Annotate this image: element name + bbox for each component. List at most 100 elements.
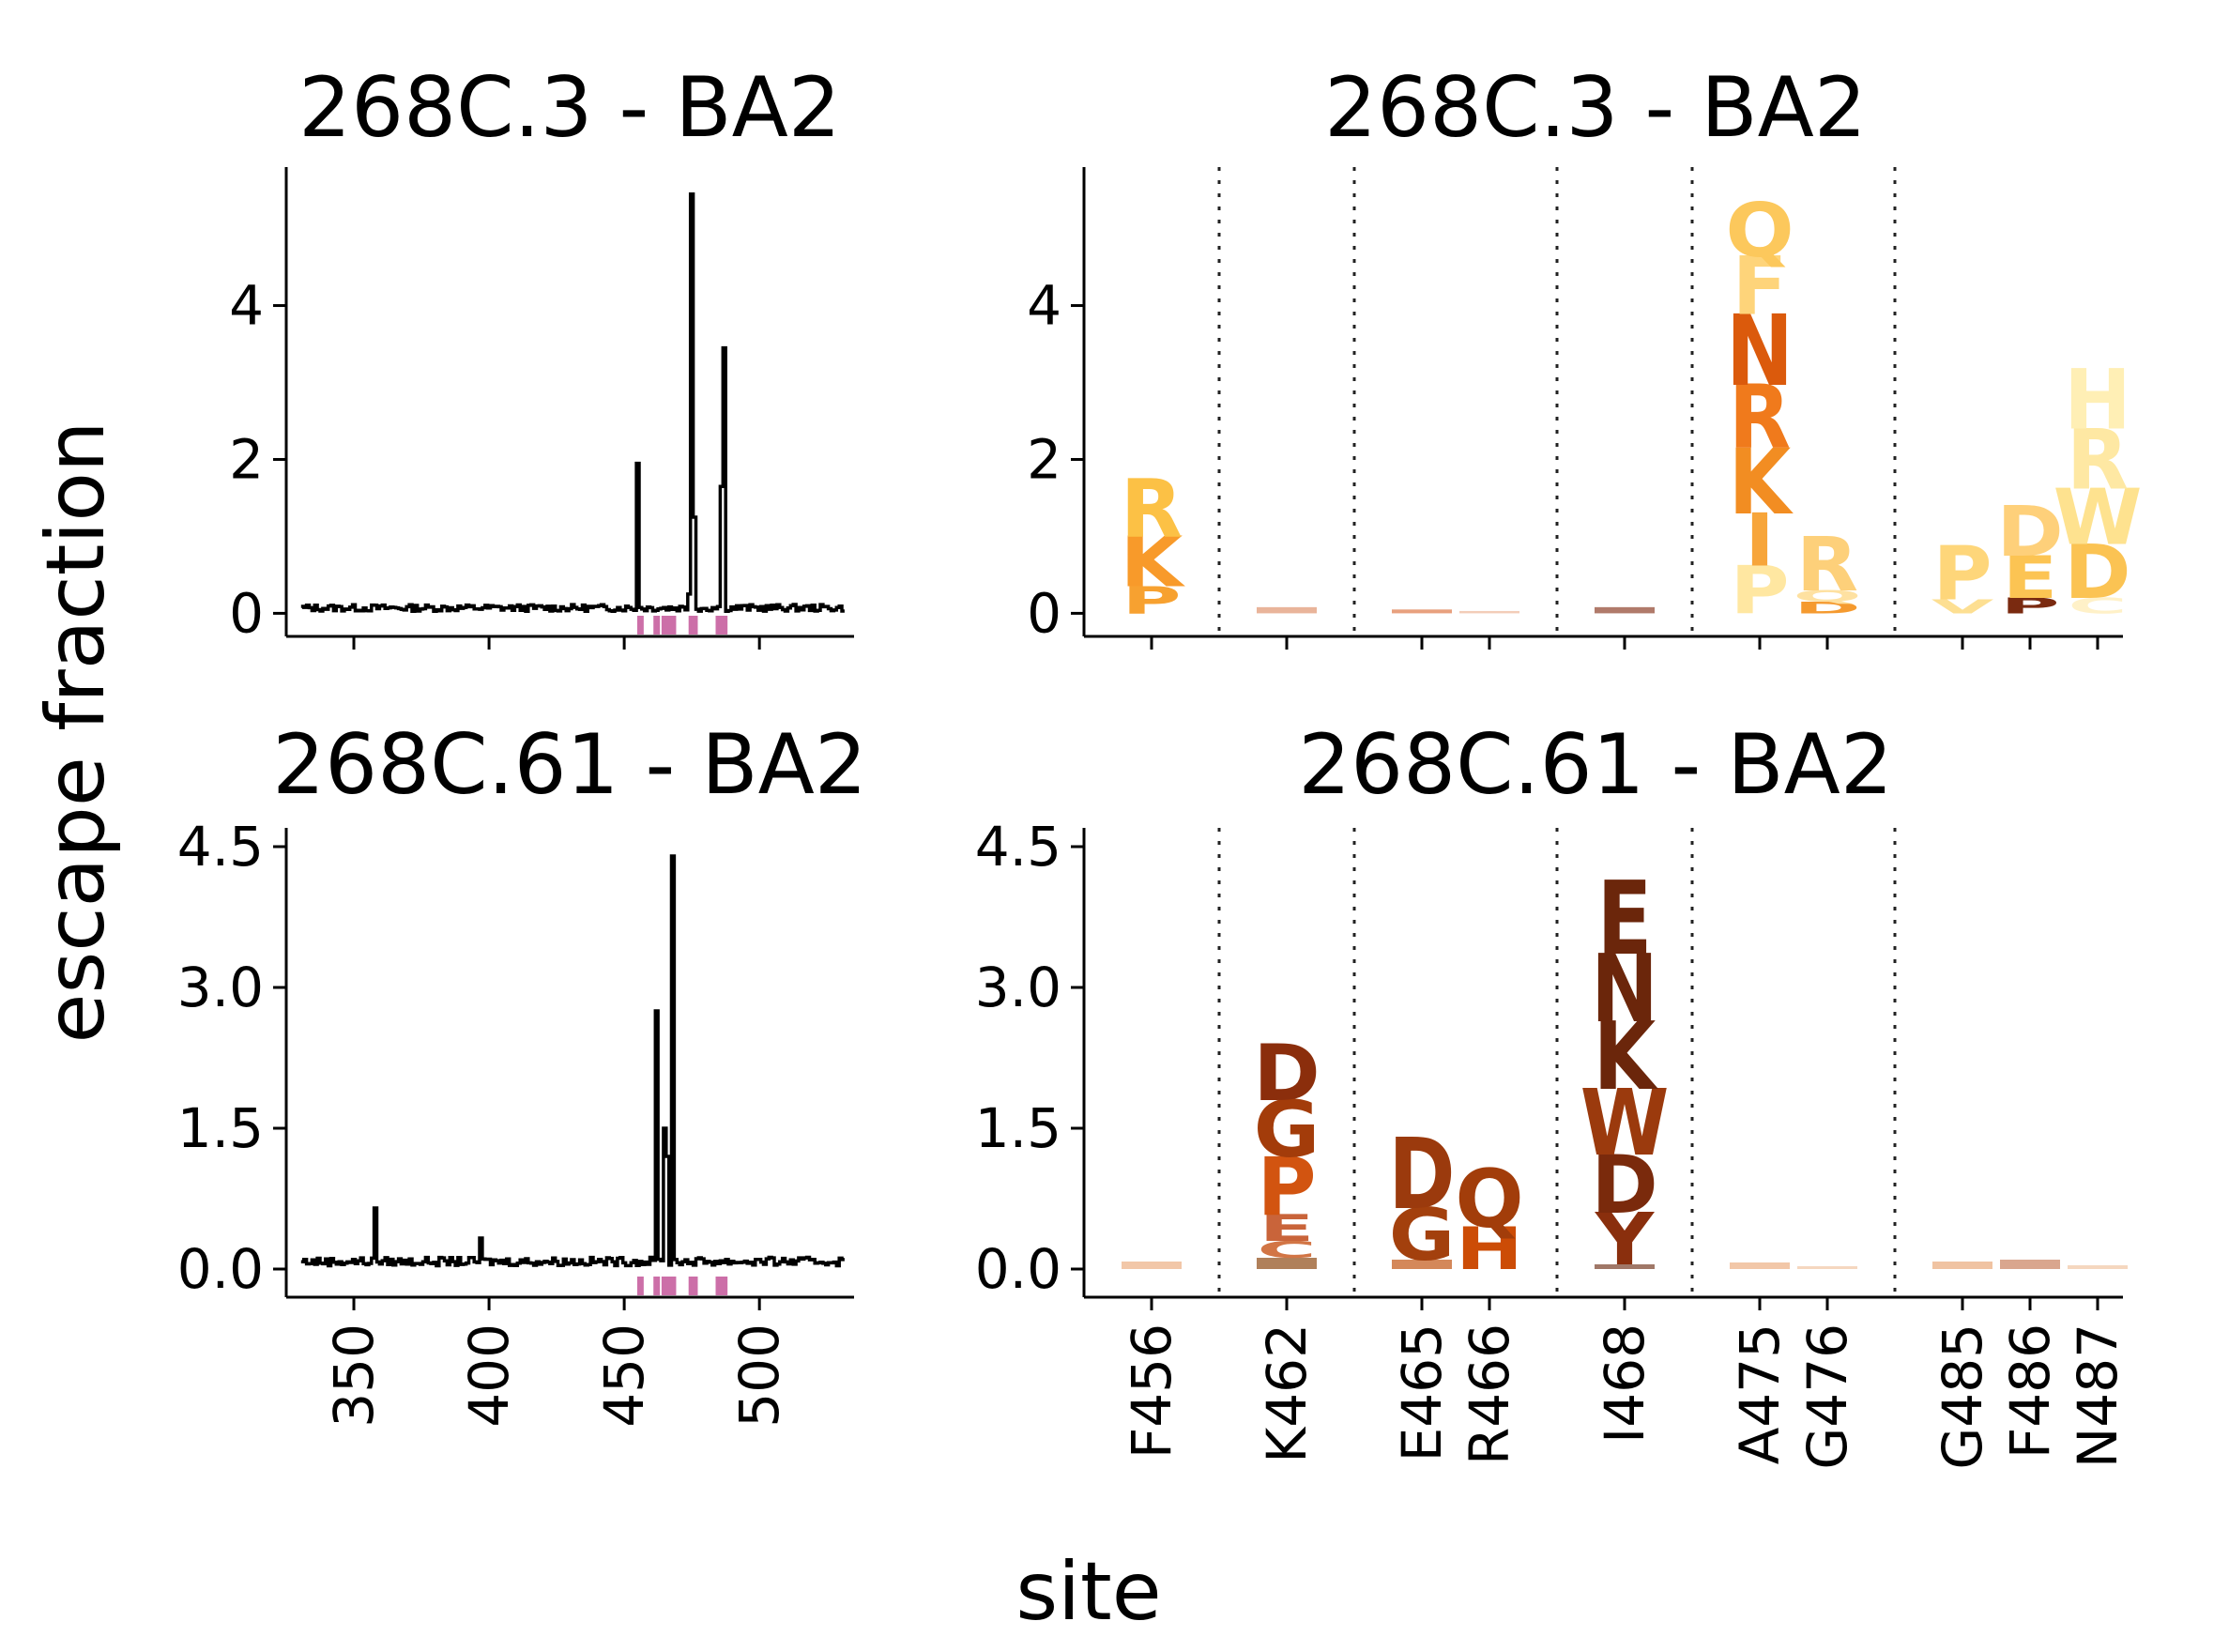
logo-letter: Y (1595, 1200, 1656, 1282)
site-marker (636, 1277, 644, 1295)
y-tick-label: 3.0 (975, 956, 1061, 1019)
site-marker (669, 1277, 677, 1295)
panel-268c3-site-line: 268C.3 - BA2 0 2 4 (229, 59, 854, 650)
logo-letter: E (2003, 543, 2058, 612)
logo-letter: P (1730, 552, 1789, 629)
logo-letter-minor (1392, 609, 1452, 614)
panel-title: 268C.3 - BA2 (298, 59, 841, 156)
x-tick-label: 400 (457, 1323, 521, 1428)
panel-title: 268C.61 - BA2 (1298, 716, 1893, 813)
logo-letter-minor (1730, 1262, 1790, 1269)
logo-letter: D (1253, 1027, 1320, 1118)
site-marker (721, 1277, 728, 1295)
logo-letter: W (2053, 473, 2143, 563)
logo-letter-minor (1595, 1264, 1655, 1269)
logo-letter: N (1591, 934, 1658, 1044)
y-tick-label: 0.0 (177, 1237, 264, 1301)
site-label: I468 (1593, 1323, 1656, 1444)
logo-letter: F (1733, 241, 1788, 334)
site-label: R466 (1458, 1323, 1521, 1465)
site-marker (653, 616, 661, 635)
logo-letter: I (1745, 499, 1775, 584)
site-marker (653, 1277, 661, 1295)
logo-letter: H (2064, 351, 2131, 449)
logo-letter-minor (1459, 610, 1519, 614)
y-tick-label: 4 (1027, 274, 1061, 338)
x-tick-label: 350 (322, 1323, 386, 1428)
logo-letter: P (1122, 579, 1181, 622)
logo-letter: E (1260, 1207, 1315, 1249)
logo-letter-minor (1797, 1266, 1857, 1269)
site-label: G476 (1795, 1323, 1859, 1470)
y-tick-label: 0 (229, 581, 264, 645)
logo-letter: N (1726, 294, 1794, 408)
site-label: K462 (1255, 1323, 1319, 1463)
y-tick-label: 4 (229, 274, 264, 338)
escape-line (300, 854, 845, 1268)
logo-letter-minor (2068, 1265, 2128, 1269)
logo-letter: D (2064, 528, 2130, 616)
logo-letter: E (1597, 860, 1653, 978)
logo-letter: C (1257, 1236, 1316, 1263)
logo-letter: P (1932, 530, 1992, 618)
panel-title: 268C.61 - BA2 (272, 716, 867, 813)
site-marker (691, 1277, 698, 1295)
logo-letter-minor (1392, 1260, 1452, 1269)
logo-letter: Q (1793, 587, 1861, 605)
logo-letter: R (1796, 521, 1858, 608)
logo-letter: P (1257, 1140, 1316, 1234)
logo-letter: G (1254, 1083, 1321, 1174)
y-tick-label: 1.5 (177, 1096, 264, 1160)
logo-letter: K (1121, 523, 1186, 604)
panel-268c61-logo: 268C.61 - BA2 0.0 1.5 3.0 4.5 F456 K462 E465 R4… (975, 716, 2130, 1470)
logo-letter: Q (1455, 1153, 1523, 1247)
logo-letter: K (1729, 429, 1794, 535)
logo-letter: D (1996, 492, 2063, 573)
logo-letter: R (1729, 368, 1791, 469)
site-marker (691, 616, 698, 635)
logo-letter-minor (1595, 606, 1655, 614)
logo-letter: D (1794, 598, 1860, 617)
logo-letter-minor (1257, 606, 1317, 614)
y-tick-label: 0 (1027, 581, 1061, 645)
logo-letter: C (2068, 593, 2127, 618)
y-tick-label: 1.5 (975, 1096, 1061, 1160)
y-tick-label: 4.5 (975, 815, 1061, 879)
site-label: F456 (1120, 1323, 1183, 1459)
logo-letter-minor (2000, 1260, 2060, 1269)
figure-ylabel: escape fraction (29, 421, 123, 1044)
logo-letter: D (1388, 1117, 1455, 1231)
y-tick-label: 4.5 (177, 815, 264, 879)
y-tick-label: 2 (229, 427, 264, 491)
logo-letter: Q (1725, 187, 1794, 274)
site-label: F486 (1998, 1323, 2062, 1459)
x-tick-label: 500 (727, 1323, 791, 1428)
logo-letter-minor (1932, 1262, 1992, 1269)
site-marker (721, 616, 728, 635)
site-marker (669, 616, 677, 635)
site-label: N487 (2066, 1323, 2130, 1468)
logo-letter: K (1594, 1002, 1659, 1111)
panel-title: 268C.3 - BA2 (1324, 59, 1867, 156)
logo-letter: W (1580, 1070, 1670, 1176)
logo-letter-minor (1122, 1262, 1182, 1269)
logo-letter: P (2000, 593, 2059, 618)
figure-xlabel: site (1015, 1545, 1161, 1639)
logo-letter: R (1121, 464, 1183, 557)
logo-letter-minor (1257, 1258, 1317, 1269)
x-tick-label: 450 (592, 1323, 656, 1428)
site-marker (664, 616, 671, 635)
site-label: E465 (1390, 1323, 1454, 1461)
site-label: G485 (1931, 1323, 1994, 1470)
logo-letter: V (1931, 595, 1994, 618)
logo-letter: R (2067, 411, 2129, 509)
site-marker (664, 1277, 671, 1295)
y-tick-label: 2 (1027, 427, 1061, 491)
logo-letter: D (1591, 1139, 1657, 1232)
panel-268c61-site-line: 268C.61 - BA2 0.0 1.5 3.0 4.5 350 400 450 500 (177, 716, 867, 1428)
y-tick-label: 0.0 (975, 1237, 1061, 1301)
escape-line (300, 191, 845, 614)
site-marker (636, 616, 644, 635)
y-tick-label: 3.0 (177, 956, 264, 1019)
